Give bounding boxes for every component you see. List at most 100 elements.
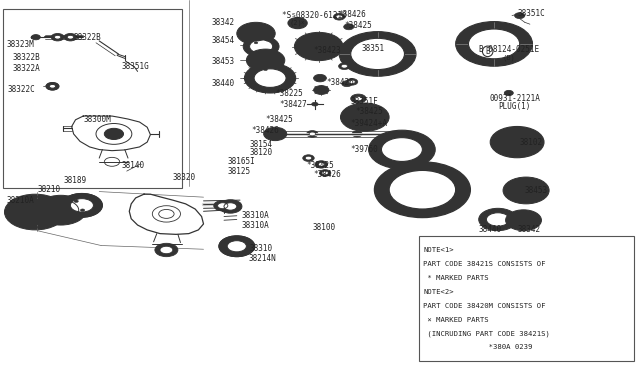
- Text: *38423: *38423: [314, 46, 341, 55]
- Circle shape: [59, 222, 63, 224]
- Circle shape: [492, 141, 497, 144]
- Circle shape: [253, 53, 278, 68]
- Circle shape: [280, 59, 284, 61]
- Text: 38322B: 38322B: [74, 33, 101, 42]
- Circle shape: [250, 40, 273, 53]
- Circle shape: [14, 200, 19, 203]
- Circle shape: [248, 59, 252, 61]
- Text: 38453: 38453: [211, 57, 234, 66]
- Text: 38102: 38102: [520, 138, 543, 147]
- Text: 38140: 38140: [122, 161, 145, 170]
- Circle shape: [227, 241, 246, 252]
- Circle shape: [383, 116, 387, 118]
- Circle shape: [339, 63, 350, 70]
- Text: 38351G: 38351G: [122, 62, 149, 71]
- Circle shape: [531, 131, 536, 134]
- Text: *38427: *38427: [280, 100, 307, 109]
- Circle shape: [296, 45, 300, 48]
- Text: (B): (B): [502, 54, 515, 61]
- Circle shape: [54, 35, 61, 39]
- Circle shape: [511, 213, 515, 215]
- Circle shape: [33, 195, 38, 198]
- Circle shape: [51, 221, 56, 224]
- Circle shape: [302, 54, 307, 56]
- Text: *38425: *38425: [266, 115, 293, 124]
- Text: *39760: *39760: [351, 145, 378, 154]
- Circle shape: [522, 228, 525, 230]
- Circle shape: [363, 104, 367, 106]
- Circle shape: [336, 15, 342, 19]
- Circle shape: [510, 197, 515, 200]
- Circle shape: [270, 32, 274, 35]
- Circle shape: [511, 225, 515, 227]
- Circle shape: [13, 199, 57, 225]
- Circle shape: [538, 181, 542, 184]
- Circle shape: [344, 52, 350, 56]
- Circle shape: [64, 33, 77, 41]
- Text: *380A 0239: *380A 0239: [423, 344, 532, 350]
- Circle shape: [389, 170, 456, 209]
- Text: 38351F: 38351F: [351, 97, 378, 106]
- Bar: [3, 9, 182, 188]
- Circle shape: [243, 36, 279, 57]
- Circle shape: [377, 124, 381, 127]
- Circle shape: [266, 26, 269, 28]
- Circle shape: [254, 23, 258, 25]
- Circle shape: [507, 219, 511, 221]
- Circle shape: [74, 200, 78, 202]
- Circle shape: [275, 53, 278, 55]
- Circle shape: [14, 221, 19, 224]
- Circle shape: [44, 218, 47, 220]
- Circle shape: [224, 203, 237, 210]
- Circle shape: [317, 33, 321, 36]
- Circle shape: [219, 200, 242, 213]
- Circle shape: [237, 22, 275, 45]
- Circle shape: [363, 128, 367, 130]
- Circle shape: [538, 197, 542, 200]
- Text: PART CODE 38420M CONSISTS OF: PART CODE 38420M CONSISTS OF: [423, 303, 545, 309]
- Circle shape: [219, 236, 255, 257]
- Circle shape: [522, 42, 527, 45]
- Circle shape: [253, 53, 256, 55]
- Circle shape: [346, 78, 358, 85]
- Circle shape: [351, 94, 366, 103]
- Circle shape: [35, 195, 86, 225]
- Circle shape: [369, 130, 435, 169]
- Text: 38453: 38453: [525, 186, 548, 195]
- Circle shape: [307, 131, 318, 137]
- Circle shape: [318, 163, 324, 166]
- Circle shape: [351, 38, 404, 70]
- Circle shape: [275, 66, 278, 68]
- Circle shape: [314, 86, 329, 94]
- Circle shape: [390, 68, 396, 71]
- Circle shape: [264, 127, 287, 141]
- Circle shape: [377, 108, 381, 110]
- Circle shape: [348, 108, 353, 110]
- Circle shape: [31, 35, 40, 40]
- Circle shape: [104, 128, 124, 140]
- Circle shape: [244, 63, 296, 93]
- Circle shape: [381, 138, 422, 161]
- Circle shape: [303, 155, 314, 161]
- Circle shape: [309, 132, 316, 136]
- Circle shape: [59, 211, 64, 214]
- Circle shape: [333, 13, 345, 20]
- Circle shape: [348, 124, 353, 127]
- Circle shape: [342, 116, 346, 118]
- Circle shape: [294, 32, 343, 61]
- Text: 38100: 38100: [312, 223, 335, 232]
- Text: 38210A: 38210A: [6, 196, 34, 205]
- Text: 38342: 38342: [211, 18, 234, 27]
- Circle shape: [507, 27, 512, 30]
- Circle shape: [51, 33, 64, 41]
- Circle shape: [344, 24, 354, 30]
- Text: *38425: *38425: [306, 161, 333, 170]
- Circle shape: [293, 20, 302, 26]
- Circle shape: [515, 13, 525, 19]
- Text: *38425: *38425: [344, 21, 372, 30]
- Circle shape: [315, 161, 328, 168]
- Circle shape: [59, 196, 63, 199]
- Circle shape: [355, 96, 362, 101]
- Text: 38189: 38189: [64, 176, 87, 185]
- Text: NOTE<1>: NOTE<1>: [423, 247, 454, 253]
